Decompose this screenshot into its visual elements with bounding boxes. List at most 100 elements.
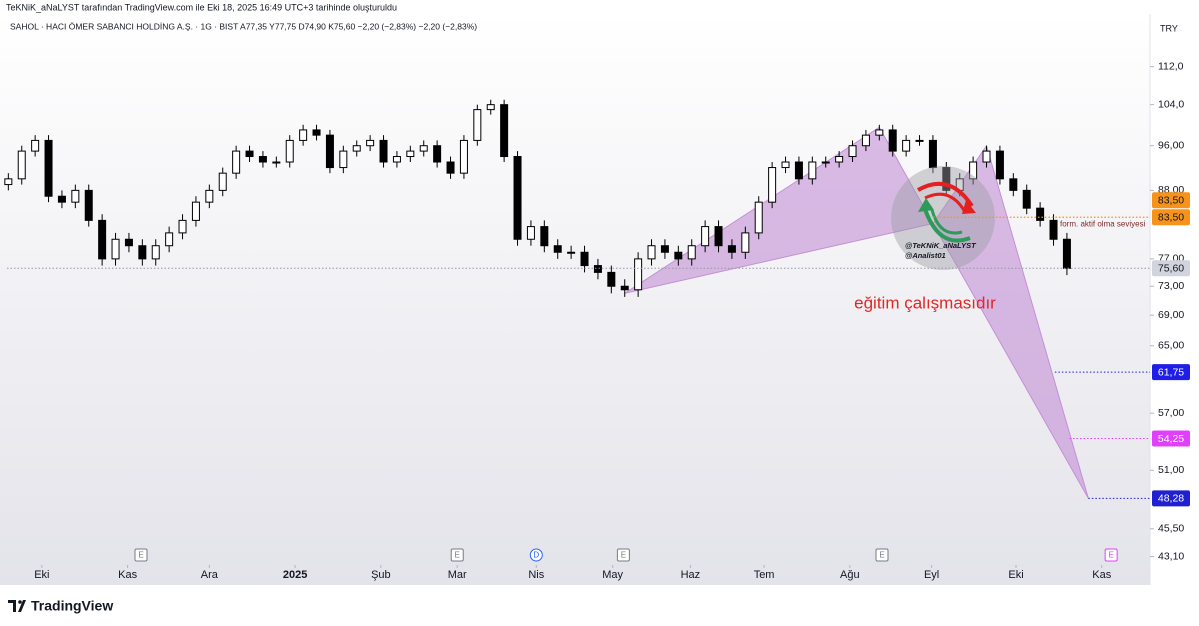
price-tag-label: 61,75	[1158, 366, 1184, 378]
y-tick-label: 69,00	[1158, 309, 1184, 321]
candle-body	[580, 251, 589, 267]
candle-body	[459, 139, 468, 174]
candle-body	[258, 156, 267, 163]
candle-body	[513, 156, 522, 240]
candle-body	[178, 219, 187, 234]
y-tick-label: 65,00	[1158, 340, 1184, 352]
x-tick-label: Tem	[754, 569, 775, 581]
candle-body	[875, 129, 884, 136]
candle-body	[714, 226, 723, 247]
candle-body	[701, 226, 710, 247]
candle-body	[31, 139, 40, 152]
candle-body	[754, 201, 763, 234]
event-label: E	[1108, 551, 1113, 560]
candle-body	[312, 129, 321, 136]
brand-name: TradingView	[31, 598, 113, 614]
candle-body	[1009, 178, 1018, 191]
candle-body	[553, 245, 562, 253]
watermark-arrow	[924, 192, 967, 213]
candle-body	[540, 226, 549, 247]
candle-body	[138, 245, 147, 260]
brand-logo: TradingView	[8, 598, 113, 614]
x-tick-label: Nis	[528, 569, 544, 581]
candle-body	[567, 251, 576, 254]
event-label: E	[879, 551, 884, 560]
candle-body	[433, 145, 442, 163]
plot-background	[0, 14, 1150, 585]
candle-body	[902, 139, 911, 152]
price-tag	[1152, 260, 1190, 277]
candle-body	[98, 219, 107, 260]
level-note: form. aktif olma seviyesi	[1060, 219, 1146, 228]
price-tag-label: 54,25	[1158, 433, 1184, 445]
watermark-arrow-head	[962, 200, 976, 214]
event-marker	[1104, 548, 1118, 562]
brand-icon	[8, 600, 26, 612]
candle-body	[4, 178, 13, 186]
x-tick-label: Eki	[1008, 569, 1023, 581]
candle-body	[1036, 207, 1045, 221]
pattern-triangle	[624, 126, 934, 294]
candle-body	[245, 150, 254, 158]
candle-body	[191, 201, 200, 221]
event-marker	[134, 548, 148, 562]
x-tick-label: Mar	[448, 569, 467, 581]
watermark-arrow	[917, 181, 974, 208]
candle-body	[781, 161, 790, 169]
candle-body	[741, 232, 750, 253]
candle-body	[366, 139, 375, 147]
event-marker	[450, 548, 464, 562]
price-tag-label: 83,50	[1158, 195, 1184, 207]
candle-body	[57, 195, 66, 203]
y-tick-label: 73,00	[1158, 280, 1184, 292]
candle-body	[620, 285, 629, 291]
watermark-handle: @TeKNiK_aNaLYST	[905, 241, 977, 250]
candles-layer	[4, 99, 1071, 297]
candle-body	[446, 161, 455, 174]
candle-body	[44, 139, 53, 197]
candle-body	[272, 161, 281, 164]
price-tag-label: 83,50	[1158, 212, 1184, 224]
candle-body	[982, 150, 991, 163]
candle-body	[727, 245, 736, 253]
watermark-handle: @Analist01	[905, 251, 946, 260]
x-tick-label: 2025	[283, 569, 307, 581]
candle-body	[379, 139, 388, 163]
watermark-arrow	[930, 209, 963, 235]
candle-body	[419, 145, 428, 152]
y-tick-label: 57,00	[1158, 407, 1184, 419]
watermark: @TeKNiK_aNaLYST @Analist01	[891, 166, 995, 270]
event-marker	[616, 548, 630, 562]
candle-body	[821, 161, 830, 164]
price-tag	[1152, 490, 1190, 507]
candle-body	[486, 104, 495, 111]
symbol-info: SAHOL · HACI ÖMER SABANCI HOLDİNG A.Ş. ·…	[10, 21, 477, 31]
event-marker	[529, 548, 543, 562]
price-tag-label: 75,60	[1158, 263, 1184, 275]
candle-body	[392, 156, 401, 163]
candle-body	[1049, 219, 1058, 240]
candle-body	[1022, 189, 1031, 209]
annotation: eğitim çalışmasıdır	[854, 293, 996, 312]
candle-body	[969, 161, 978, 180]
candle-body	[660, 245, 669, 253]
price-tag	[1152, 192, 1190, 209]
candle-body	[473, 109, 482, 141]
y-tick-label: 51,00	[1158, 464, 1184, 476]
candle-body	[794, 161, 803, 180]
watermark-arrow	[922, 205, 971, 243]
x-tick-label: Eki	[34, 569, 49, 581]
candle-body	[1062, 238, 1071, 269]
currency: TRY	[1160, 23, 1178, 33]
candle-body	[687, 245, 696, 260]
candle-body	[205, 189, 214, 203]
price-tag	[1152, 364, 1190, 381]
header-credit: TeKNiK_aNaLYST tarafından TradingView.co…	[6, 2, 397, 12]
candle-body	[861, 134, 870, 147]
candle-body	[352, 145, 361, 152]
x-tick-label: Ağu	[840, 569, 860, 581]
x-tick-label: Ara	[201, 569, 219, 581]
watermark-circle	[891, 166, 995, 270]
candle-body	[84, 189, 93, 221]
